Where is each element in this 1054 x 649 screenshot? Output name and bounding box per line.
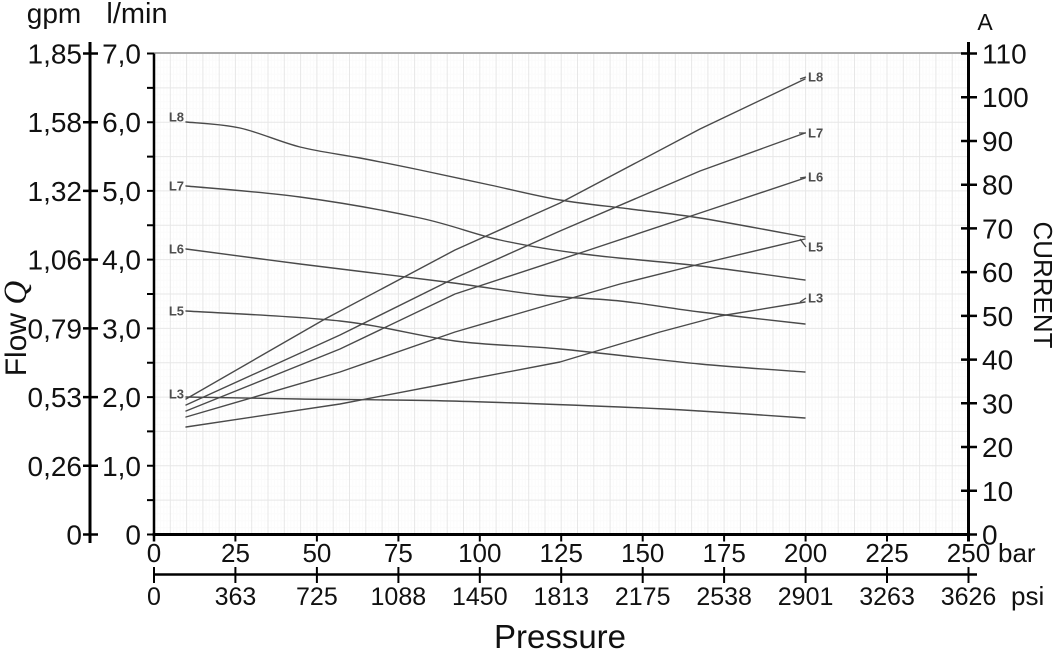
svg-text:200: 200: [784, 538, 827, 568]
svg-text:150: 150: [621, 538, 664, 568]
svg-text:363: 363: [215, 583, 257, 611]
svg-text:125: 125: [540, 538, 583, 568]
svg-text:L7: L7: [169, 179, 184, 194]
svg-text:L7: L7: [808, 126, 823, 141]
svg-text:25: 25: [221, 538, 250, 568]
svg-text:7,0: 7,0: [102, 39, 141, 70]
svg-text:225: 225: [865, 538, 908, 568]
svg-text:L8: L8: [808, 70, 823, 85]
svg-text:50: 50: [982, 301, 1013, 332]
svg-text:L3: L3: [169, 387, 184, 402]
svg-text:0: 0: [147, 583, 161, 611]
svg-text:L5: L5: [808, 240, 823, 255]
svg-text:1,06: 1,06: [28, 245, 83, 276]
svg-text:725: 725: [296, 583, 338, 611]
svg-text:A: A: [977, 9, 993, 35]
svg-text:6,0: 6,0: [102, 107, 141, 138]
svg-text:0,79: 0,79: [28, 313, 83, 344]
svg-text:L3: L3: [808, 291, 823, 306]
svg-text:gpm: gpm: [27, 0, 81, 29]
svg-text:0,53: 0,53: [28, 382, 83, 413]
svg-text:175: 175: [702, 538, 745, 568]
svg-text:CURRENT: CURRENT: [1028, 221, 1054, 348]
svg-text:l/min: l/min: [106, 0, 167, 30]
svg-text:20: 20: [982, 432, 1013, 463]
svg-text:4,0: 4,0: [102, 245, 141, 276]
svg-text:250: 250: [947, 538, 990, 568]
svg-text:30: 30: [982, 388, 1013, 419]
svg-text:50: 50: [302, 538, 331, 568]
svg-text:3263: 3263: [859, 583, 915, 611]
svg-text:0: 0: [147, 538, 161, 568]
svg-text:L6: L6: [808, 170, 823, 185]
svg-text:2901: 2901: [778, 583, 834, 611]
svg-text:5,0: 5,0: [102, 176, 141, 207]
svg-text:80: 80: [982, 170, 1013, 201]
svg-text:L8: L8: [169, 110, 184, 125]
svg-text:L5: L5: [169, 304, 184, 319]
svg-text:1,58: 1,58: [28, 107, 83, 138]
svg-text:3626: 3626: [941, 583, 997, 611]
svg-text:1,32: 1,32: [28, 176, 83, 207]
svg-text:psi: psi: [1011, 581, 1044, 611]
svg-text:1088: 1088: [371, 583, 427, 611]
svg-text:60: 60: [982, 257, 1013, 288]
svg-text:1813: 1813: [533, 583, 589, 611]
svg-text:100: 100: [982, 82, 1029, 113]
svg-text:75: 75: [384, 538, 413, 568]
svg-text:90: 90: [982, 126, 1013, 157]
svg-text:0: 0: [125, 520, 141, 551]
svg-text:0: 0: [982, 520, 998, 551]
svg-text:110: 110: [982, 39, 1027, 70]
svg-text:2538: 2538: [696, 583, 752, 611]
svg-text:0,26: 0,26: [28, 451, 83, 482]
svg-text:bar: bar: [998, 538, 1036, 568]
svg-text:Pressure: Pressure: [494, 618, 626, 649]
svg-text:100: 100: [458, 538, 501, 568]
svg-text:0: 0: [66, 520, 82, 551]
svg-text:1,0: 1,0: [102, 451, 141, 482]
svg-text:2175: 2175: [615, 583, 671, 611]
svg-text:3,0: 3,0: [102, 313, 141, 344]
svg-text:1450: 1450: [452, 583, 508, 611]
svg-text:10: 10: [982, 476, 1013, 507]
svg-text:Flow Q: Flow Q: [0, 281, 34, 377]
svg-text:40: 40: [982, 345, 1013, 376]
svg-text:70: 70: [982, 213, 1013, 244]
svg-text:1,85: 1,85: [28, 39, 83, 70]
svg-text:2,0: 2,0: [102, 382, 141, 413]
svg-text:L6: L6: [169, 242, 184, 257]
